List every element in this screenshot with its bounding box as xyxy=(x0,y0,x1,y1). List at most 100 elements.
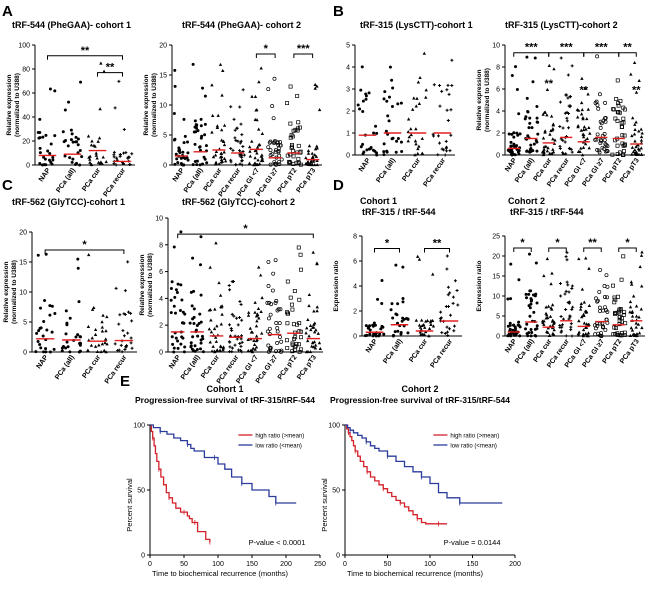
data-point xyxy=(542,147,546,151)
data-point xyxy=(89,162,93,166)
data-point xyxy=(528,116,532,120)
data-point xyxy=(79,341,83,345)
data-point xyxy=(595,103,600,108)
data-point xyxy=(290,134,295,139)
data-point xyxy=(112,153,116,157)
data-point xyxy=(576,108,581,112)
data-point xyxy=(630,133,634,138)
data-point xyxy=(588,131,592,135)
data-point xyxy=(383,90,387,94)
y-tick-label: 2 xyxy=(353,309,357,316)
data-point xyxy=(307,334,311,338)
data-point xyxy=(176,161,180,165)
data-point xyxy=(507,132,511,136)
data-point xyxy=(123,347,127,351)
data-point xyxy=(566,283,570,287)
data-point xyxy=(222,156,227,160)
data-point xyxy=(199,136,203,140)
data-point xyxy=(296,160,301,165)
data-point xyxy=(76,151,80,155)
y-tick-label: 100 xyxy=(18,43,30,50)
data-point xyxy=(639,152,644,156)
data-point xyxy=(531,293,535,297)
data-point xyxy=(233,343,237,347)
data-point xyxy=(212,327,217,331)
data-point xyxy=(375,153,379,157)
data-point xyxy=(524,115,528,119)
data-point xyxy=(52,347,56,351)
data-point xyxy=(238,141,242,145)
data-point xyxy=(122,312,126,316)
data-point xyxy=(637,152,641,156)
data-point xyxy=(105,315,109,319)
data-point xyxy=(181,336,185,340)
data-point xyxy=(448,291,452,295)
data-point xyxy=(528,314,532,318)
data-point xyxy=(199,341,203,345)
significance-bracket xyxy=(548,247,567,252)
data-point xyxy=(534,261,538,265)
data-point xyxy=(41,135,45,139)
data-point xyxy=(568,95,572,99)
data-point xyxy=(288,121,293,126)
data-point xyxy=(417,257,422,261)
data-point xyxy=(274,162,279,167)
data-point xyxy=(305,339,310,343)
data-point xyxy=(311,250,315,254)
data-point xyxy=(67,100,71,104)
data-point xyxy=(640,284,644,288)
data-point xyxy=(238,154,242,158)
data-point xyxy=(287,159,292,164)
data-point xyxy=(66,144,70,148)
data-point xyxy=(361,142,365,146)
data-point xyxy=(364,92,368,96)
significance-bracket xyxy=(374,248,400,253)
data-point xyxy=(268,345,273,350)
y-tick-label: 20 xyxy=(19,230,27,237)
data-point xyxy=(528,150,532,154)
y-tick-label: 80 xyxy=(22,67,30,74)
data-point xyxy=(533,327,537,331)
data-point xyxy=(552,321,556,325)
data-point xyxy=(295,128,300,133)
legend-label: low ratio (<mean) xyxy=(450,444,497,450)
significance-bracket xyxy=(293,53,314,58)
data-point xyxy=(308,323,313,327)
data-point xyxy=(229,160,233,164)
data-point xyxy=(182,321,186,325)
data-point xyxy=(611,283,616,288)
y-axis-label-2: (normalized to U388) xyxy=(11,260,18,324)
data-point xyxy=(38,117,42,121)
data-point xyxy=(596,148,601,153)
data-point xyxy=(384,129,388,133)
data-point xyxy=(312,309,316,313)
data-point xyxy=(620,141,625,146)
data-point xyxy=(436,153,440,157)
data-point xyxy=(401,296,405,300)
data-point xyxy=(584,331,588,336)
data-point xyxy=(630,328,635,332)
data-point xyxy=(421,332,425,336)
data-point xyxy=(315,146,319,150)
data-point xyxy=(638,265,642,269)
category-label: NAP xyxy=(504,338,518,354)
data-point xyxy=(603,116,608,120)
data-point xyxy=(36,253,40,257)
data-point xyxy=(595,54,600,59)
data-point xyxy=(257,80,261,84)
data-point xyxy=(535,301,539,305)
data-point xyxy=(552,328,556,332)
data-point xyxy=(633,333,637,337)
data-point xyxy=(535,104,539,108)
data-point xyxy=(38,343,42,347)
data-point xyxy=(386,114,390,118)
data-point xyxy=(417,323,422,327)
y-tick-label: 0 xyxy=(141,553,145,560)
data-point xyxy=(92,305,96,310)
data-point xyxy=(50,162,54,166)
data-point xyxy=(621,312,626,317)
data-point xyxy=(240,159,244,163)
data-point xyxy=(279,157,284,162)
data-point xyxy=(529,302,533,306)
data-point xyxy=(268,347,273,352)
